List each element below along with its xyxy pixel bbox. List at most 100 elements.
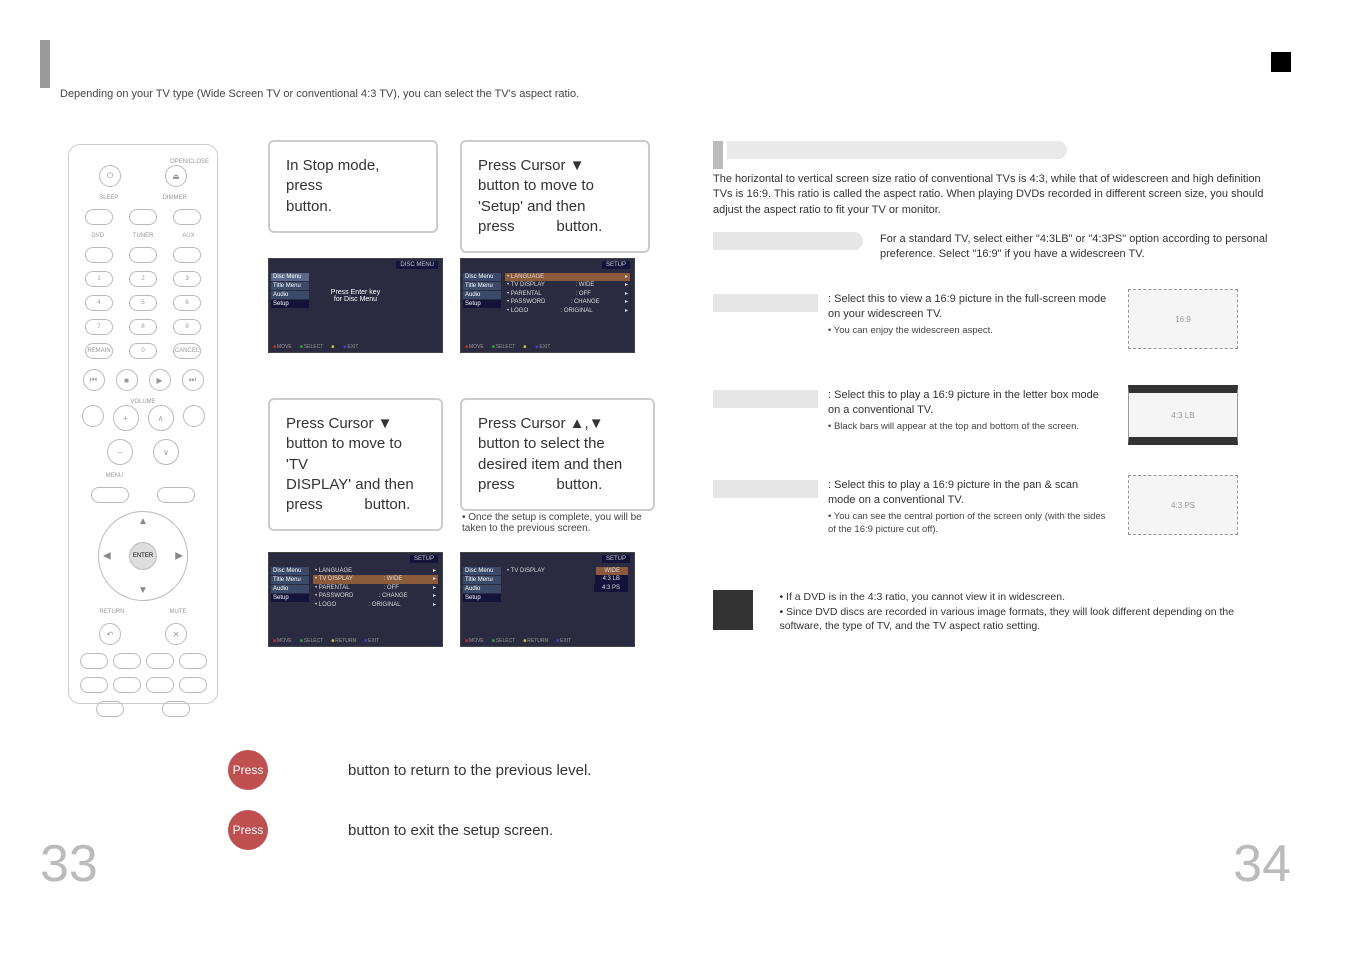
step-2-line5: button.	[556, 218, 602, 235]
info-btn	[157, 487, 195, 503]
osd3-arr3: ▸	[433, 584, 436, 592]
vol-up: +	[113, 405, 139, 431]
return-label: RETURN	[100, 609, 125, 615]
osd-screen-2: SETUP Disc Menu Title Menu Audio Setup •…	[460, 258, 635, 353]
fn-4	[179, 653, 207, 669]
effect-btn	[183, 405, 205, 427]
osd4-tvd: • TV DISPLAY	[507, 567, 545, 575]
option-ps-desc: : Select this to play a 16:9 picture in …	[828, 478, 1108, 536]
osd1-side-disc: Disc Menu	[271, 273, 309, 281]
step-4-line4: press	[478, 476, 515, 493]
osd-screen-4: SETUP Disc Menu Title Menu Audio Setup •…	[460, 552, 635, 647]
osd3-lang: • LANGUAGE	[315, 567, 352, 575]
intro-text: Depending on your TV type (Wide Screen T…	[60, 88, 579, 100]
option-ps-chip	[713, 480, 818, 498]
step-3-line3: DISPLAY' and then	[286, 475, 425, 495]
osd4-side-setup: Setup	[463, 594, 501, 602]
src-tuner	[129, 247, 157, 263]
osd3-chg: : CHANGE	[379, 592, 408, 600]
osd4-title: SETUP	[602, 555, 630, 563]
fn-3	[146, 653, 174, 669]
stop-btn: ■	[116, 369, 138, 391]
osd4-f3: RETURN	[523, 638, 548, 644]
step-3-line1: Press Cursor ▼	[286, 414, 425, 434]
step-4-line1: Press Cursor ▲,▼	[478, 414, 637, 434]
osd3-f4: EXIT	[364, 638, 379, 644]
osd2-par: • PARENTAL	[507, 290, 542, 298]
osd1-side-audio: Audio	[271, 291, 309, 299]
src-aux	[173, 247, 201, 263]
step-1-line3: button.	[286, 197, 420, 217]
osd2-f1: MOVE	[465, 344, 484, 350]
osd3-side-title: Title Menu	[271, 576, 309, 584]
fn-10	[162, 701, 190, 717]
tune-up: ∧	[148, 405, 174, 431]
osd1-f4: EXIT	[343, 344, 358, 350]
option-ps-text: : Select this to play a 16:9 picture in …	[828, 479, 1078, 506]
step-4-note: • Once the setup is complete, you will b…	[462, 512, 657, 534]
osd1-f1: MOVE	[273, 344, 292, 350]
step-3-line2: button to move to 'TV	[286, 434, 425, 475]
mute-btn: ✕	[165, 623, 187, 645]
osd3-f3: RETURN	[331, 638, 356, 644]
note-block: • If a DVD is in the 4:3 ratio, you cann…	[713, 590, 1283, 634]
option-lb-text: : Select this to play a 16:9 picture in …	[828, 389, 1099, 416]
right-arrow-icon: ▶	[175, 551, 183, 562]
dimmer-label: DIMMER	[163, 195, 187, 201]
right-section-marker	[713, 141, 723, 169]
osd2-pwd: • PASSWORD	[507, 298, 545, 306]
menu-btn	[91, 487, 129, 503]
osd1-title: DISC MENU	[396, 261, 438, 269]
right-section-bar	[727, 141, 1067, 159]
eject-button: ⏏	[165, 165, 187, 187]
step-4-line5: button.	[556, 476, 602, 493]
osd2-side-disc: Disc Menu	[463, 273, 501, 281]
osd2-arr1: ▸	[625, 273, 628, 281]
vol-down: −	[107, 439, 133, 465]
osd1-side-setup: Setup	[271, 300, 309, 308]
osd3-wide: : WIDE	[383, 575, 402, 583]
osd3-side-audio: Audio	[271, 585, 309, 593]
osd3-off: : OFF	[384, 584, 399, 592]
option-panscan: : Select this to play a 16:9 picture in …	[713, 480, 818, 498]
osd4-f4: EXIT	[556, 638, 571, 644]
dvd-label: DVD	[91, 233, 104, 239]
osd2-arr2: ▸	[625, 281, 628, 289]
osd2-side-audio: Audio	[463, 291, 501, 299]
num-0: 0	[129, 343, 157, 359]
option-wide-sub: • You can enjoy the widescreen aspect.	[828, 325, 1108, 338]
step-2-box: Press Cursor ▼ button to move to 'Setup'…	[460, 140, 650, 253]
osd1-f2: SELECT	[300, 344, 323, 350]
osd4-side-title: Title Menu	[463, 576, 501, 584]
remain-btn: REMAIN	[85, 343, 113, 359]
pref-text: For a standard TV, select either "4:3LB"…	[880, 232, 1280, 263]
fn-5	[80, 677, 108, 693]
osd2-wide: : WIDE	[575, 281, 594, 289]
fn-6	[113, 677, 141, 693]
option-ps-thumb: 4:3 PS	[1128, 475, 1238, 535]
tune-down: ∨	[153, 439, 179, 465]
osd2-chg: : CHANGE	[571, 298, 600, 306]
note-line2: • Since DVD discs are recorded in variou…	[779, 605, 1279, 634]
osd-screen-1: DISC MENU Disc Menu Title Menu Audio Set…	[268, 258, 443, 353]
exit-text: button to exit the setup screen.	[348, 822, 553, 839]
osd2-lang: • LANGUAGE	[507, 273, 544, 281]
step-1-line1: In Stop mode,	[286, 156, 420, 176]
step-3-line5: button.	[364, 496, 410, 513]
option-lb-chip	[713, 390, 818, 408]
tuner-label: TUNER	[133, 233, 154, 239]
menu-label: MENU	[106, 473, 124, 479]
left-arrow-icon: ◀	[103, 551, 111, 562]
osd4-side-audio: Audio	[463, 585, 501, 593]
num-2: 2	[129, 271, 157, 287]
section-marker	[40, 40, 50, 88]
osd2-title: SETUP	[602, 261, 630, 269]
osd3-arr4: ▸	[433, 592, 436, 600]
note-text: • If a DVD is in the 4:3 ratio, you cann…	[779, 590, 1279, 634]
option-wide-thumb: 16:9	[1128, 289, 1238, 349]
num-7: 7	[85, 319, 113, 335]
osd2-off: : OFF	[576, 290, 591, 298]
option-lb-desc: : Select this to play a 16:9 picture in …	[828, 388, 1108, 434]
osd3-f1: MOVE	[273, 638, 292, 644]
osd2-arr4: ▸	[625, 298, 628, 306]
